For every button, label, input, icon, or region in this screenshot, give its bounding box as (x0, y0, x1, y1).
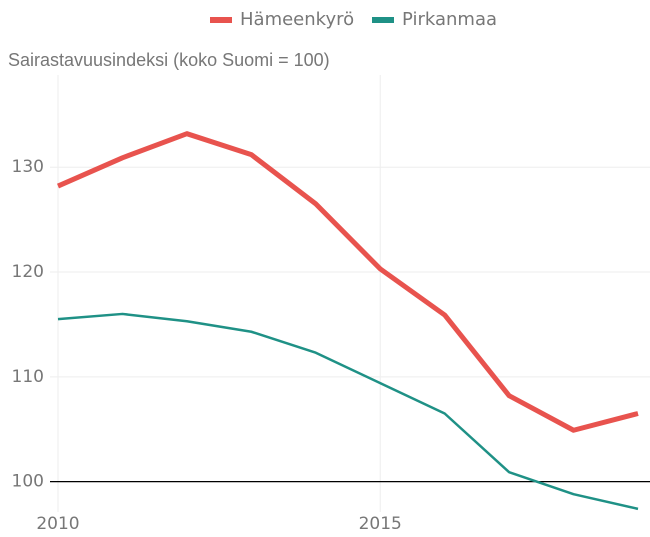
x-tick-label: 2015 (359, 514, 402, 534)
y-tick-label: 110 (12, 367, 44, 387)
legend-swatch (372, 17, 394, 23)
series-line (56, 131, 639, 433)
y-tick-label: 130 (12, 157, 44, 177)
x-tick-label: 2010 (36, 514, 79, 534)
legend-label: Pirkanmaa (402, 9, 497, 30)
legend-label: Hämeenkyrö (240, 9, 354, 30)
y-tick-label: 100 (12, 472, 44, 492)
y-tick-label: 120 (12, 262, 44, 282)
series-line (57, 312, 639, 511)
legend-swatch (210, 17, 232, 23)
chart-subtitle: Sairastavuusindeksi (koko Suomi = 100) (8, 50, 330, 70)
